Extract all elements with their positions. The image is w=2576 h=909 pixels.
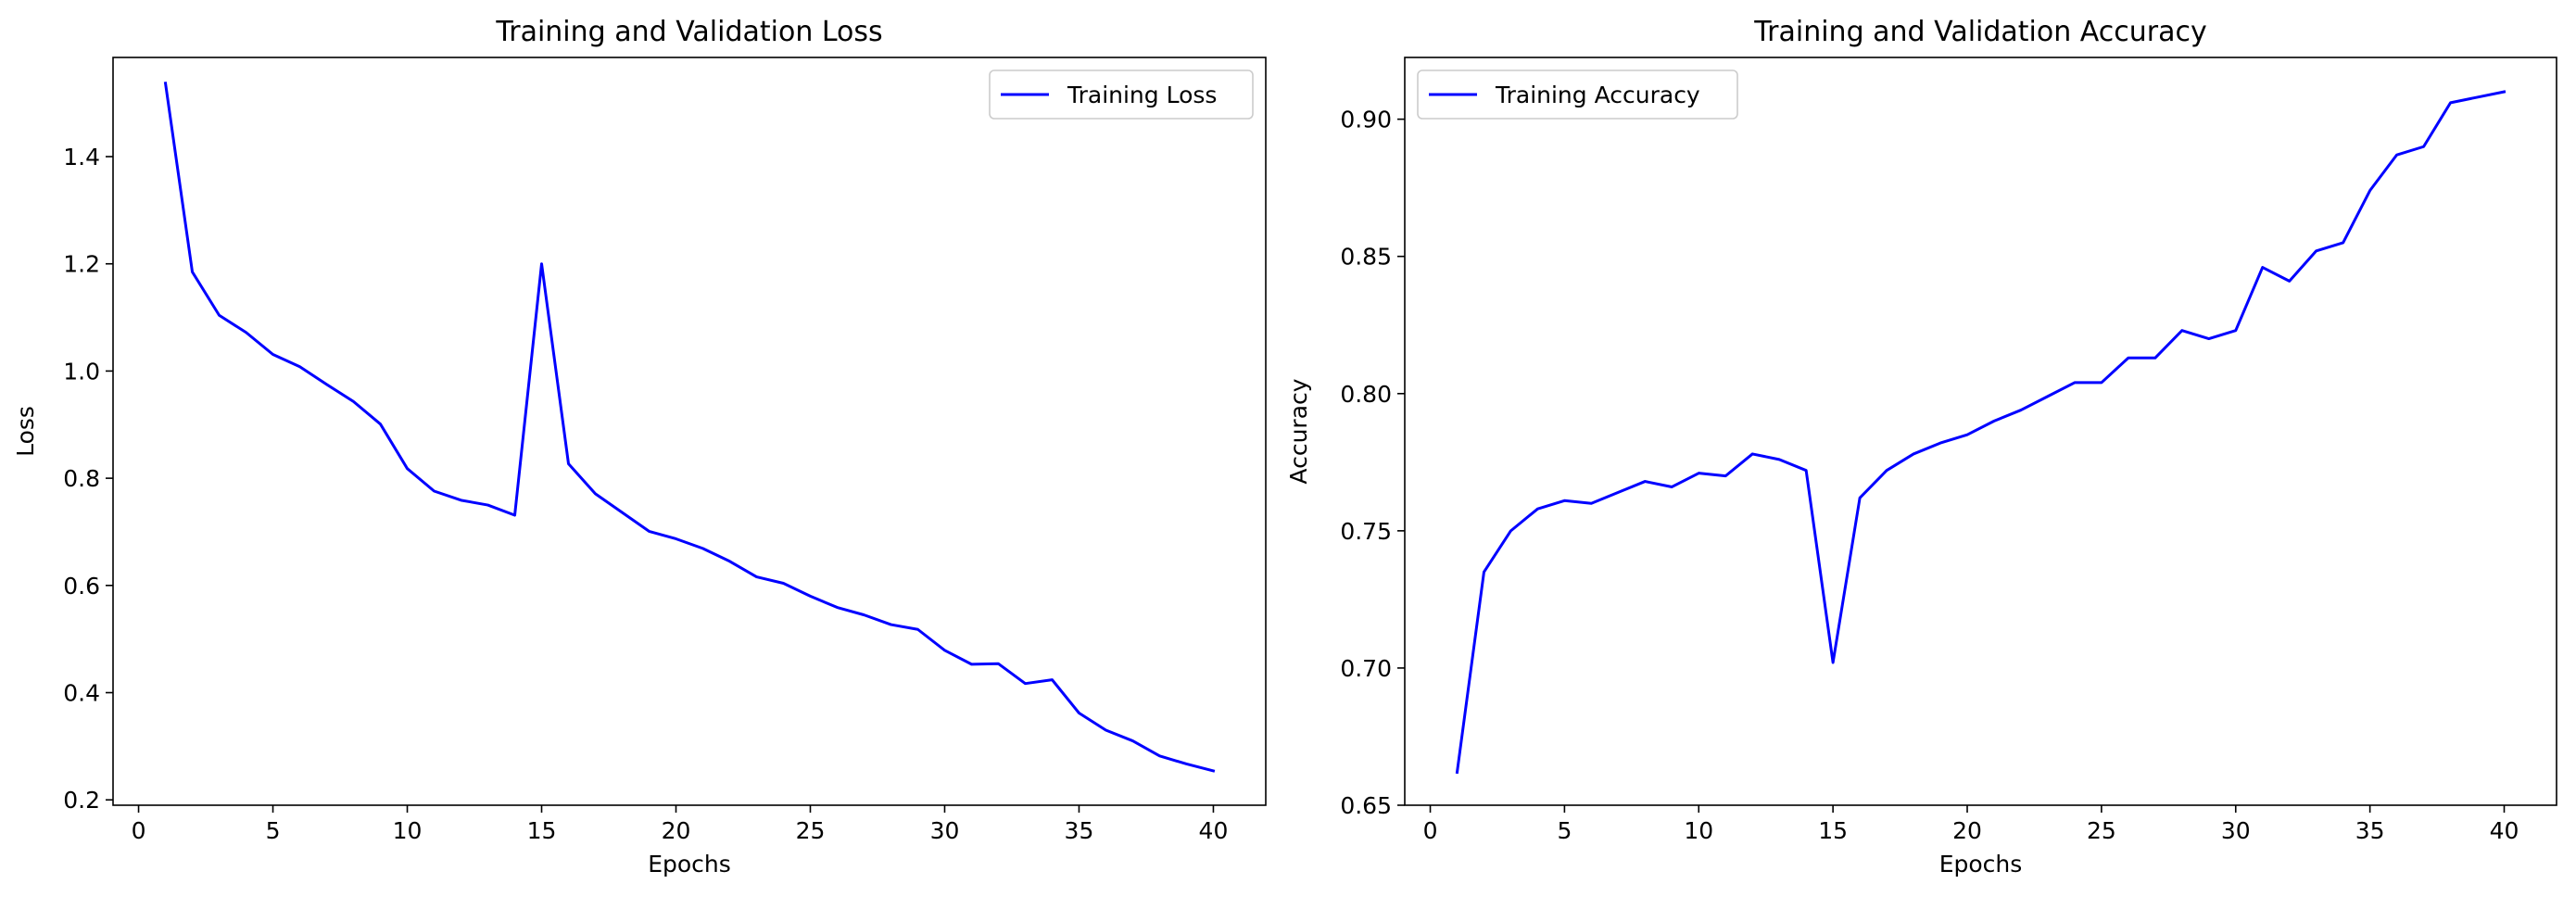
accuracy-legend: Training Accuracy	[1417, 69, 1738, 120]
accuracy-axes-frame	[1404, 57, 2557, 806]
loss-y-tick-label: 0.2	[63, 787, 100, 814]
loss-x-tick-label: 25	[796, 817, 826, 844]
accuracy-y-tick-label: 0.75	[1340, 518, 1392, 545]
loss-x-tick-label: 10	[393, 817, 423, 844]
accuracy-x-tick-label: 15	[1818, 817, 1848, 844]
accuracy-y-axis-label: Accuracy	[1285, 378, 1312, 484]
loss-x-tick-label: 35	[1065, 817, 1094, 844]
loss-x-tick-label: 40	[1199, 817, 1229, 844]
accuracy-series-line-0	[1455, 90, 2507, 775]
loss-legend-label: Training Loss	[1067, 82, 1217, 108]
accuracy-x-tick-label: 10	[1684, 817, 1713, 844]
accuracy-x-tick-label: 35	[2355, 817, 2385, 844]
loss-y-tick-label: 1.4	[63, 144, 100, 170]
accuracy-y-tick-label: 0.70	[1340, 655, 1392, 682]
loss-y-tick-label: 1.0	[63, 358, 100, 385]
loss-y-tick-label: 0.6	[63, 573, 100, 600]
loss-legend-box	[989, 69, 1254, 120]
loss-y-tick-label: 0.4	[63, 680, 100, 707]
loss-x-axis-label: Epochs	[648, 851, 731, 877]
accuracy-y-tick-label: 0.65	[1340, 792, 1392, 819]
loss-axes-frame	[112, 57, 1267, 806]
accuracy-legend-label: Training Accuracy	[1495, 82, 1700, 108]
accuracy-x-tick-label: 40	[2490, 817, 2519, 844]
loss-y-tick-label: 0.8	[63, 465, 100, 492]
loss-x-tick-label: 0	[132, 817, 146, 844]
loss-x-tick-label: 15	[527, 817, 557, 844]
loss-x-tick-label: 20	[662, 817, 691, 844]
loss-chart: 0 5 10 15 20 25 30 35 40 0.2 0.4 0.6 0.8 1.0 1.2 1.4 Tra…	[12, 16, 1267, 877]
accuracy-x-tick-label: 5	[1557, 817, 1572, 844]
accuracy-y-tick-label: 0.90	[1340, 107, 1392, 133]
accuracy-legend-box	[1417, 69, 1738, 120]
accuracy-x-axis-label: Epochs	[1939, 851, 2023, 877]
loss-y-axis-label: Loss	[12, 406, 39, 457]
loss-series-line-0	[163, 82, 1216, 773]
accuracy-x-tick-label: 0	[1423, 817, 1438, 844]
accuracy-x-tick-label: 30	[2221, 817, 2251, 844]
accuracy-chart-title: Training and Validation Accuracy	[1753, 16, 2207, 48]
loss-x-tick-label: 5	[266, 817, 281, 844]
accuracy-x-tick-label: 25	[2087, 817, 2116, 844]
loss-chart-title: Training and Validation Loss	[495, 16, 882, 48]
accuracy-x-tick-label: 20	[1952, 817, 1982, 844]
accuracy-chart: 0 5 10 15 20 25 30 35 40 0.65 0.70 0.75 0.80 0.85 0.90…	[1285, 16, 2557, 877]
loss-x-tick-label: 30	[930, 817, 960, 844]
accuracy-y-tick-label: 0.85	[1340, 244, 1392, 271]
accuracy-y-tick-label: 0.80	[1340, 381, 1392, 408]
loss-legend: Training Loss	[989, 69, 1254, 120]
loss-y-tick-label: 1.2	[63, 251, 100, 278]
